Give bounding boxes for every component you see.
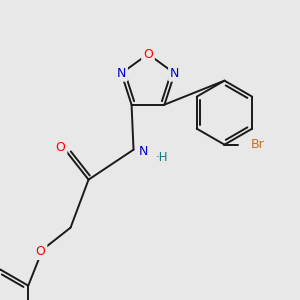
Text: N: N — [117, 67, 126, 80]
Text: Br: Br — [250, 138, 264, 151]
Text: O: O — [56, 141, 65, 154]
Text: N: N — [139, 145, 148, 158]
Text: O: O — [143, 47, 153, 61]
Text: O: O — [36, 245, 46, 258]
Text: N: N — [170, 67, 179, 80]
Text: ·H: ·H — [155, 151, 168, 164]
